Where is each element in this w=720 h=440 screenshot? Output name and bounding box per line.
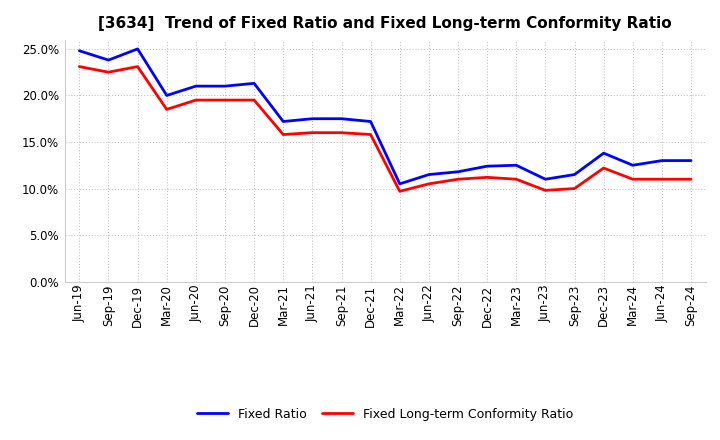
Fixed Long-term Conformity Ratio xyxy=(279,132,287,137)
Fixed Long-term Conformity Ratio xyxy=(687,176,696,182)
Fixed Long-term Conformity Ratio xyxy=(104,70,113,75)
Fixed Ratio xyxy=(570,172,579,177)
Fixed Ratio xyxy=(337,116,346,121)
Fixed Long-term Conformity Ratio xyxy=(657,176,666,182)
Fixed Ratio xyxy=(599,150,608,156)
Fixed Ratio xyxy=(425,172,433,177)
Fixed Long-term Conformity Ratio xyxy=(454,176,462,182)
Fixed Ratio xyxy=(220,84,229,89)
Fixed Ratio xyxy=(133,46,142,51)
Fixed Ratio xyxy=(192,84,200,89)
Fixed Long-term Conformity Ratio xyxy=(425,181,433,187)
Fixed Long-term Conformity Ratio xyxy=(483,175,492,180)
Fixed Ratio xyxy=(308,116,317,121)
Fixed Long-term Conformity Ratio xyxy=(133,64,142,69)
Fixed Ratio xyxy=(541,176,550,182)
Fixed Long-term Conformity Ratio xyxy=(250,97,258,103)
Fixed Long-term Conformity Ratio xyxy=(512,176,521,182)
Legend: Fixed Ratio, Fixed Long-term Conformity Ratio: Fixed Ratio, Fixed Long-term Conformity … xyxy=(197,407,573,421)
Fixed Long-term Conformity Ratio xyxy=(220,97,229,103)
Fixed Long-term Conformity Ratio xyxy=(599,165,608,171)
Fixed Ratio xyxy=(483,164,492,169)
Line: Fixed Long-term Conformity Ratio: Fixed Long-term Conformity Ratio xyxy=(79,66,691,191)
Fixed Ratio xyxy=(629,163,637,168)
Fixed Long-term Conformity Ratio xyxy=(75,64,84,69)
Title: [3634]  Trend of Fixed Ratio and Fixed Long-term Conformity Ratio: [3634] Trend of Fixed Ratio and Fixed Lo… xyxy=(99,16,672,32)
Fixed Ratio xyxy=(250,81,258,86)
Fixed Long-term Conformity Ratio xyxy=(541,188,550,193)
Fixed Ratio xyxy=(163,93,171,98)
Fixed Long-term Conformity Ratio xyxy=(629,176,637,182)
Line: Fixed Ratio: Fixed Ratio xyxy=(79,49,691,184)
Fixed Long-term Conformity Ratio xyxy=(163,107,171,112)
Fixed Long-term Conformity Ratio xyxy=(192,97,200,103)
Fixed Ratio xyxy=(395,181,404,187)
Fixed Long-term Conformity Ratio xyxy=(395,189,404,194)
Fixed Long-term Conformity Ratio xyxy=(308,130,317,136)
Fixed Long-term Conformity Ratio xyxy=(570,186,579,191)
Fixed Ratio xyxy=(104,58,113,63)
Fixed Ratio xyxy=(512,163,521,168)
Fixed Ratio xyxy=(657,158,666,163)
Fixed Long-term Conformity Ratio xyxy=(337,130,346,136)
Fixed Long-term Conformity Ratio xyxy=(366,132,375,137)
Fixed Ratio xyxy=(75,48,84,53)
Fixed Ratio xyxy=(454,169,462,174)
Fixed Ratio xyxy=(687,158,696,163)
Fixed Ratio xyxy=(366,119,375,124)
Fixed Ratio xyxy=(279,119,287,124)
